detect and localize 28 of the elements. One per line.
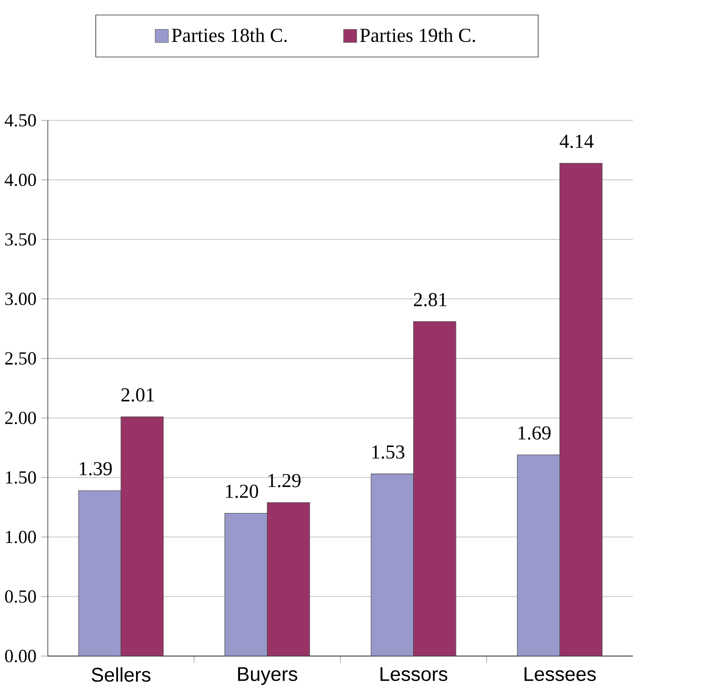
y-tick-label: 4.50 [4, 114, 36, 127]
data-label: 4.14 [560, 134, 594, 148]
y-tick-label: 3.00 [5, 292, 36, 306]
legend-label: Parties 18th C. [172, 28, 287, 42]
bar [224, 513, 268, 656]
bar [370, 474, 414, 656]
x-tick-label: Buyers [238, 668, 298, 686]
bar [78, 490, 122, 656]
y-tick-label: 0.50 [5, 590, 36, 604]
y-tick-label: 4.00 [4, 174, 36, 186]
data-label: 1.69 [518, 426, 551, 440]
data-label: 1.53 [372, 446, 404, 459]
x-tick-label: Lessors [380, 668, 448, 682]
legend-label: Parties 19th C. [360, 28, 476, 42]
y-tick-label: 1.00 [6, 530, 36, 544]
bar [517, 454, 560, 656]
data-label: 1.29 [268, 474, 301, 488]
y-tick-label: 1.50 [6, 471, 36, 484]
y-tick-label: 2.00 [5, 412, 36, 424]
data-label: 2.01 [121, 388, 154, 402]
y-tick-label: 2.50 [5, 352, 36, 365]
y-tick-label: 0.00 [5, 650, 36, 663]
x-tick-label: Lessees [524, 668, 596, 682]
data-label: 1.20 [226, 484, 258, 498]
x-tick-label: Sellers [92, 668, 150, 682]
data-label: 1.39 [80, 462, 112, 476]
data-label: 2.81 [414, 293, 446, 307]
y-tick-label: 3.50 [5, 233, 36, 246]
